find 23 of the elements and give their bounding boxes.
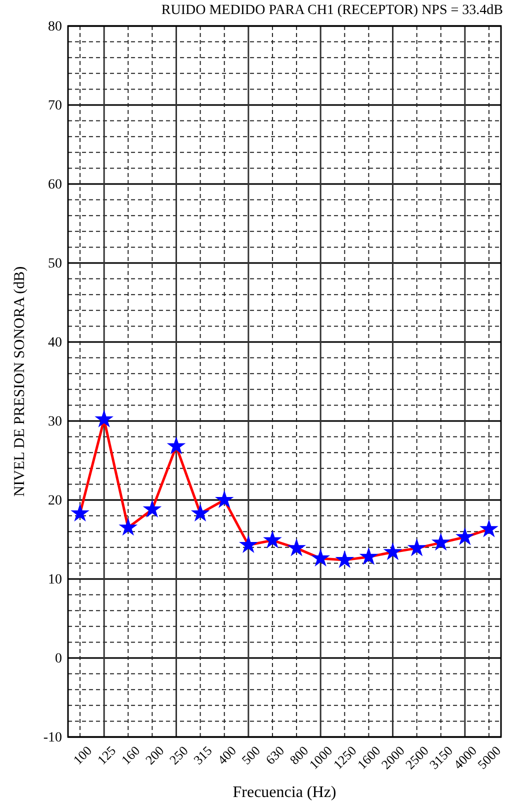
x-tick-label: 800 — [286, 742, 312, 768]
y-tick-label: 40 — [48, 335, 62, 350]
y-tick-label: 0 — [55, 651, 62, 666]
x-tick-label: 500 — [238, 742, 263, 768]
x-tick-label: 100 — [70, 742, 95, 768]
y-tick-label: 30 — [48, 414, 62, 430]
x-tick-label: 630 — [262, 742, 288, 768]
y-tick-label: 80 — [48, 19, 62, 34]
y-tick-label: 50 — [48, 256, 62, 272]
y-axis-title: NIVEL DE PRESION SONORA (dB) — [12, 266, 28, 497]
y-tick-label: -10 — [43, 730, 62, 746]
x-tick-label: 160 — [118, 742, 143, 768]
x-tick-label: 400 — [214, 742, 239, 768]
x-tick-label: 200 — [142, 742, 167, 768]
chart-title: RUIDO MEDIDO PARA CH1 (RECEPTOR) NPS = 33.4dB — [161, 3, 503, 18]
x-tick-label: 250 — [166, 742, 191, 768]
x-tick-label: 315 — [190, 742, 215, 768]
y-tick-label: 10 — [48, 572, 62, 588]
y-tick-label: 70 — [48, 98, 62, 114]
y-tick-label: 60 — [48, 177, 62, 192]
x-tick-label: 125 — [94, 742, 119, 768]
y-tick-label: 20 — [48, 493, 62, 508]
x-axis-title: Frecuencia (Hz) — [232, 784, 336, 801]
